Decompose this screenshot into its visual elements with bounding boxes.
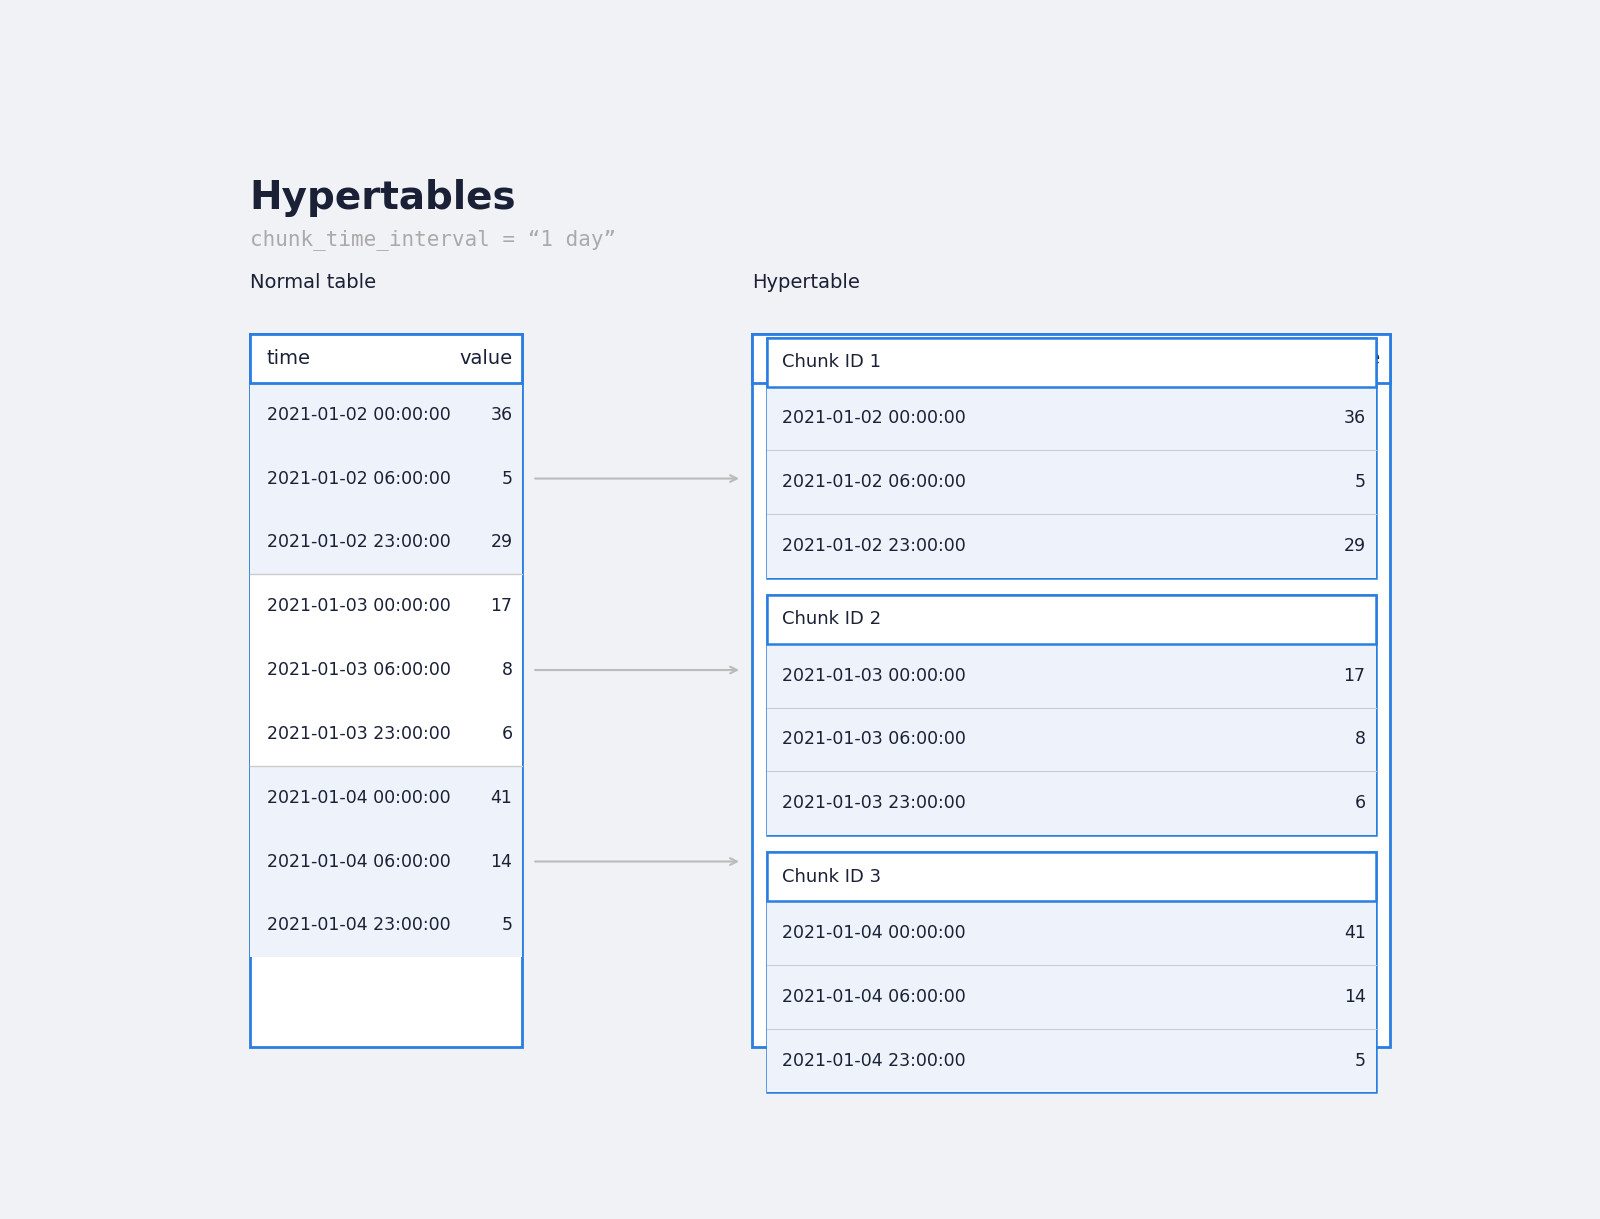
- FancyBboxPatch shape: [766, 644, 1376, 707]
- FancyBboxPatch shape: [766, 595, 1376, 644]
- FancyBboxPatch shape: [752, 334, 1390, 383]
- Text: 36: 36: [1344, 410, 1365, 428]
- Text: 6: 6: [1355, 795, 1365, 812]
- Text: 41: 41: [491, 789, 512, 807]
- Text: 8: 8: [501, 661, 512, 679]
- Text: 36: 36: [490, 406, 512, 424]
- Text: 2021-01-04 06:00:00: 2021-01-04 06:00:00: [267, 852, 451, 870]
- Text: 5: 5: [501, 917, 512, 934]
- Text: 5: 5: [501, 469, 512, 488]
- Text: Chunk ID 3: Chunk ID 3: [781, 868, 880, 885]
- Text: 17: 17: [491, 597, 512, 616]
- FancyBboxPatch shape: [766, 1029, 1376, 1092]
- Text: 2021-01-02 23:00:00: 2021-01-02 23:00:00: [781, 538, 965, 555]
- FancyBboxPatch shape: [766, 386, 1376, 450]
- Text: 2021-01-02 23:00:00: 2021-01-02 23:00:00: [267, 534, 451, 551]
- FancyBboxPatch shape: [250, 383, 523, 574]
- FancyBboxPatch shape: [250, 574, 523, 766]
- Text: 29: 29: [1344, 538, 1365, 555]
- FancyBboxPatch shape: [766, 514, 1376, 578]
- Text: 29: 29: [490, 534, 512, 551]
- Text: 5: 5: [1355, 1052, 1365, 1069]
- Text: 2021-01-04 00:00:00: 2021-01-04 00:00:00: [781, 924, 965, 942]
- Text: Chunk ID 1: Chunk ID 1: [781, 354, 880, 371]
- Text: Hypertables: Hypertables: [250, 179, 517, 217]
- FancyBboxPatch shape: [766, 964, 1376, 1029]
- Text: 14: 14: [491, 852, 512, 870]
- Text: 6: 6: [501, 725, 512, 742]
- Text: 2021-01-03 06:00:00: 2021-01-03 06:00:00: [267, 661, 451, 679]
- Text: 2021-01-03 00:00:00: 2021-01-03 00:00:00: [781, 667, 965, 685]
- Text: value: value: [1328, 349, 1381, 368]
- Text: 2021-01-02 00:00:00: 2021-01-02 00:00:00: [781, 410, 965, 428]
- Text: 2021-01-02 06:00:00: 2021-01-02 06:00:00: [267, 469, 451, 488]
- Text: value: value: [459, 349, 512, 368]
- Text: 2021-01-04 00:00:00: 2021-01-04 00:00:00: [267, 789, 451, 807]
- Text: 2021-01-04 23:00:00: 2021-01-04 23:00:00: [267, 917, 451, 934]
- Text: 2021-01-03 00:00:00: 2021-01-03 00:00:00: [267, 597, 451, 616]
- Text: 2021-01-03 23:00:00: 2021-01-03 23:00:00: [781, 795, 965, 812]
- FancyBboxPatch shape: [250, 334, 523, 383]
- Text: time: time: [770, 349, 813, 368]
- FancyBboxPatch shape: [766, 852, 1376, 1092]
- Text: 14: 14: [1344, 987, 1365, 1006]
- Text: 5: 5: [1355, 473, 1365, 491]
- FancyBboxPatch shape: [752, 334, 1390, 1047]
- Text: 8: 8: [1355, 730, 1365, 748]
- FancyBboxPatch shape: [766, 852, 1376, 901]
- FancyBboxPatch shape: [766, 901, 1376, 964]
- FancyBboxPatch shape: [766, 772, 1376, 835]
- Text: time: time: [267, 349, 310, 368]
- Text: 17: 17: [1344, 667, 1365, 685]
- FancyBboxPatch shape: [766, 707, 1376, 772]
- Text: 2021-01-02 06:00:00: 2021-01-02 06:00:00: [781, 473, 965, 491]
- Text: 2021-01-03 06:00:00: 2021-01-03 06:00:00: [781, 730, 965, 748]
- Text: 2021-01-02 00:00:00: 2021-01-02 00:00:00: [267, 406, 451, 424]
- FancyBboxPatch shape: [766, 595, 1376, 835]
- FancyBboxPatch shape: [250, 334, 523, 1047]
- Text: chunk_time_interval = “1 day”: chunk_time_interval = “1 day”: [250, 229, 616, 250]
- Text: 2021-01-04 23:00:00: 2021-01-04 23:00:00: [781, 1052, 965, 1069]
- Text: Normal table: Normal table: [250, 273, 376, 291]
- Text: Chunk ID 2: Chunk ID 2: [781, 611, 880, 628]
- Text: 2021-01-04 06:00:00: 2021-01-04 06:00:00: [781, 987, 965, 1006]
- Text: 41: 41: [1344, 924, 1365, 942]
- FancyBboxPatch shape: [766, 338, 1376, 386]
- Text: 2021-01-03 23:00:00: 2021-01-03 23:00:00: [267, 725, 451, 742]
- FancyBboxPatch shape: [250, 766, 523, 957]
- FancyBboxPatch shape: [766, 338, 1376, 578]
- FancyBboxPatch shape: [766, 450, 1376, 514]
- Text: Hypertable: Hypertable: [752, 273, 859, 291]
